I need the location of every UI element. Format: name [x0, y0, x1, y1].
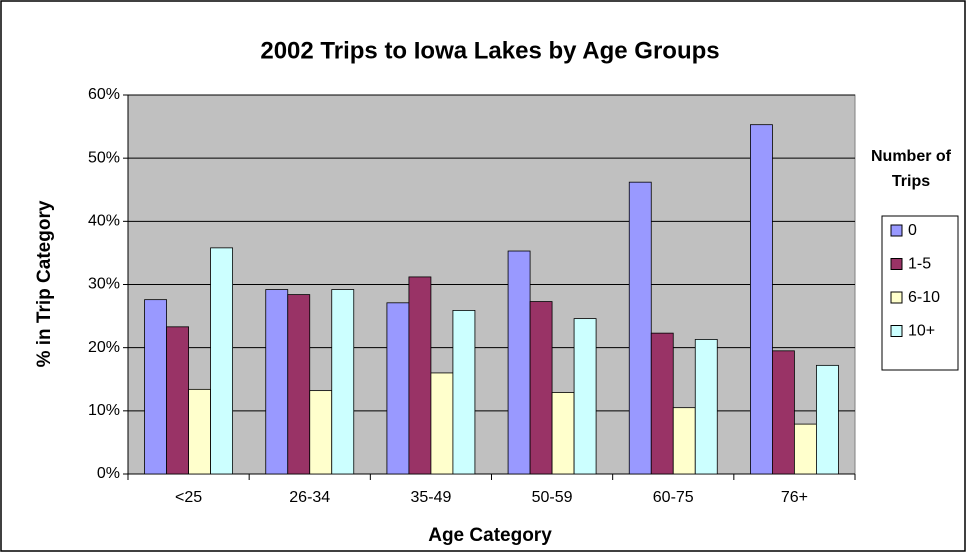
- bar: [672, 407, 696, 475]
- legend-title: Number of Trips: [871, 148, 951, 190]
- bar: [794, 423, 817, 475]
- legend-swatch: [890, 291, 903, 304]
- y-tick-label: 20%: [88, 339, 120, 356]
- bar: [408, 276, 432, 475]
- legend-label: 10+: [908, 323, 935, 340]
- y-axis-label: % in Trip Category: [34, 200, 55, 367]
- bar: [309, 390, 333, 475]
- bar: [507, 250, 531, 475]
- bar: [188, 388, 211, 475]
- legend-label: 6-10: [908, 289, 940, 306]
- bar: [144, 299, 167, 475]
- bar: [772, 350, 795, 475]
- y-tick-label: 50%: [88, 149, 120, 166]
- bar: [551, 392, 575, 475]
- y-tick-label: 40%: [88, 213, 120, 230]
- bar: [166, 326, 189, 475]
- x-tick-label: 60-75: [653, 489, 694, 506]
- y-tick-label: 0%: [97, 465, 120, 482]
- bar: [816, 364, 839, 475]
- bar: [386, 302, 410, 475]
- x-tick-label: 50-59: [532, 489, 573, 506]
- bar: [210, 247, 233, 475]
- bar: [452, 309, 476, 475]
- x-tick-label: 26-34: [289, 489, 330, 506]
- x-tick-label: <25: [175, 489, 202, 506]
- x-tick-label: 35-49: [410, 489, 451, 506]
- bar: [430, 372, 454, 475]
- bar: [628, 181, 652, 475]
- bar: [529, 301, 553, 475]
- y-tick-label: 30%: [88, 276, 120, 293]
- legend-label: 0: [908, 222, 917, 239]
- bar: [694, 339, 718, 475]
- bar: [573, 318, 597, 475]
- y-tick-label: 10%: [88, 402, 120, 419]
- legend-label: 1-5: [908, 256, 931, 273]
- bar: [287, 294, 311, 475]
- bar: [650, 332, 674, 475]
- chart-title: 2002 Trips to Iowa Lakes by Age Groups: [260, 37, 719, 64]
- legend-swatch: [890, 258, 903, 270]
- legend-swatch: [890, 325, 903, 337]
- bar: [750, 124, 773, 475]
- y-tick-label: 60%: [88, 86, 120, 103]
- x-tick-label: 76+: [781, 489, 808, 506]
- bar: [265, 289, 289, 475]
- x-axis-label: Age Category: [428, 525, 552, 546]
- legend-swatch: [890, 224, 903, 237]
- bar: [331, 289, 355, 475]
